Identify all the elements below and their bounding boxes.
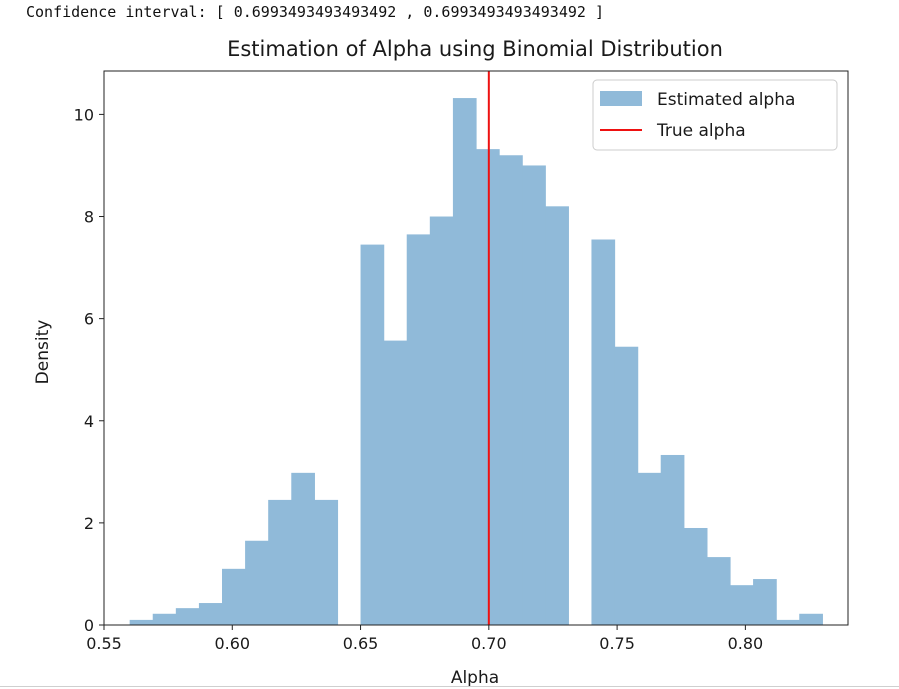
histogram-bar bbox=[660, 454, 685, 625]
y-tick-label: 6 bbox=[84, 310, 94, 329]
x-tick-label: 0.80 bbox=[728, 634, 764, 653]
histogram-bar bbox=[729, 585, 754, 625]
histogram-bar bbox=[152, 613, 177, 625]
x-tick-label: 0.55 bbox=[86, 634, 122, 653]
histogram-bar bbox=[591, 239, 616, 625]
histogram-bar bbox=[683, 527, 708, 625]
histogram-bar bbox=[360, 244, 385, 625]
histogram-bar bbox=[406, 234, 431, 625]
cell-bottom-border bbox=[0, 686, 899, 687]
histogram-bar bbox=[314, 499, 339, 625]
x-tick-label: 0.75 bbox=[599, 634, 635, 653]
y-ticks-group: 0 2 4 6 8 10 bbox=[74, 105, 104, 635]
histogram-bar bbox=[753, 579, 777, 625]
histogram-bar bbox=[637, 472, 662, 625]
histogram-bar bbox=[614, 346, 639, 625]
histogram-bar bbox=[245, 540, 269, 625]
y-tick-label: 10 bbox=[74, 105, 94, 124]
histogram-bar bbox=[499, 155, 523, 625]
x-axis-label: Alpha bbox=[451, 668, 499, 688]
x-tick-label: 0.65 bbox=[343, 634, 379, 653]
y-tick-label: 0 bbox=[84, 616, 94, 635]
chart-title: Estimation of Alpha using Binomial Distr… bbox=[227, 37, 723, 61]
histogram-bar bbox=[268, 499, 292, 625]
x-ticks-group: 0.55 0.60 0.65 0.70 0.75 0.80 bbox=[86, 625, 763, 653]
legend-estimated-alpha-label: Estimated alpha bbox=[657, 90, 795, 110]
y-tick-label: 4 bbox=[84, 412, 94, 431]
legend-true-alpha-label: True alpha bbox=[656, 121, 746, 141]
histogram-bar bbox=[776, 619, 800, 625]
legend: Estimated alpha True alpha bbox=[592, 79, 838, 151]
histogram-bar bbox=[222, 568, 246, 625]
y-axis-label: Density bbox=[33, 320, 53, 385]
y-tick-label: 2 bbox=[84, 514, 94, 533]
legend-frame bbox=[592, 79, 838, 151]
histogram-bar bbox=[175, 608, 200, 625]
histogram-bar bbox=[129, 619, 154, 625]
legend-bar-swatch bbox=[600, 91, 642, 106]
confidence-interval-output: Confidence interval: [ 0.699349349349349… bbox=[26, 3, 604, 21]
histogram-bar bbox=[799, 613, 823, 625]
y-tick-label: 8 bbox=[84, 208, 94, 227]
histogram-bar bbox=[706, 557, 731, 625]
histogram-bar bbox=[545, 206, 569, 625]
histogram-bar bbox=[452, 98, 477, 625]
x-tick-label: 0.60 bbox=[214, 634, 250, 653]
plot-frame bbox=[103, 70, 849, 626]
x-tick-label: 0.70 bbox=[471, 634, 507, 653]
histogram-bar bbox=[383, 340, 408, 625]
histogram-bar bbox=[198, 603, 223, 625]
histogram-bar bbox=[429, 216, 454, 625]
histogram-bar bbox=[291, 472, 315, 625]
bars-group bbox=[129, 98, 823, 625]
histogram-bar bbox=[522, 165, 546, 625]
